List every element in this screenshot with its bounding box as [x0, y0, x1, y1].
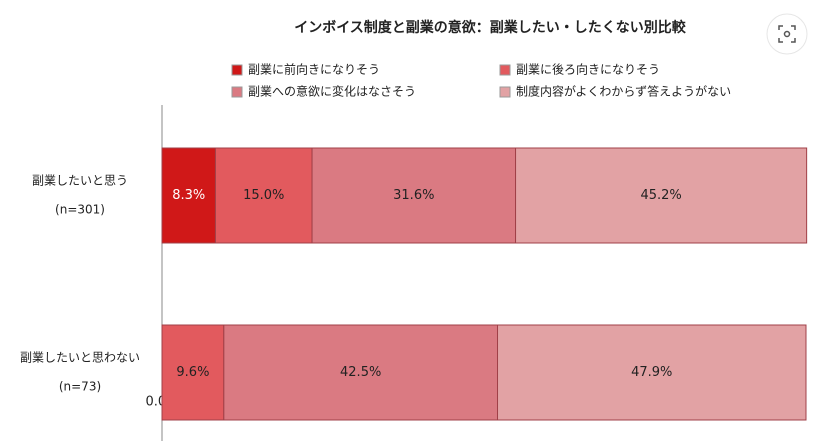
y-tick-note: (n=73) — [59, 380, 101, 394]
data-label: 45.2% — [640, 188, 681, 203]
bar-segment — [223, 324, 499, 421]
y-tick-note: (n=301) — [55, 203, 105, 217]
bar-segment — [515, 147, 808, 244]
bar-segment — [161, 147, 216, 244]
legend-swatch — [499, 64, 511, 76]
legend-swatch — [231, 64, 243, 76]
bar-segment — [497, 324, 807, 421]
scan-button[interactable] — [766, 13, 808, 55]
legend-label: 副業に後ろ向きになりそう — [516, 62, 660, 77]
legend-label: 制度内容がよくわからず答えようがない — [516, 84, 731, 99]
data-label: 15.0% — [243, 188, 284, 203]
bar-segment — [311, 147, 517, 244]
legend-label: 副業への意欲に変化はなさそう — [248, 84, 416, 99]
y-tick-label: 副業したいと思う — [32, 174, 128, 188]
legend-swatch — [499, 86, 511, 98]
legend-label: 副業に前向きになりそう — [248, 62, 380, 77]
data-label: 42.5% — [340, 365, 381, 380]
legend-swatch — [231, 86, 243, 98]
bar-segment — [161, 324, 225, 421]
data-label: 47.9% — [631, 365, 672, 380]
data-label: 9.6% — [176, 365, 209, 380]
y-tick-label: 副業したいと思わない — [20, 351, 140, 365]
data-label: 31.6% — [393, 188, 434, 203]
data-label: 8.3% — [172, 188, 205, 203]
chart-title: インボイス制度と副業の意欲：副業したい・したくない別比較 — [294, 19, 687, 36]
